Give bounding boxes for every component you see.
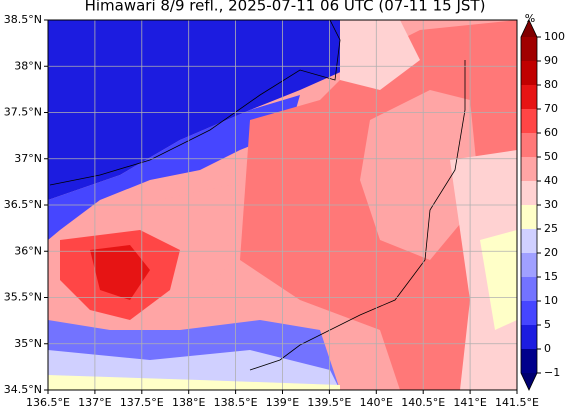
colorbar-segment <box>521 109 537 133</box>
colorbar-segment <box>521 61 537 85</box>
x-tick-label: 139°E <box>266 396 299 409</box>
colorbar-over <box>521 20 537 37</box>
colorbar-segment <box>521 277 537 301</box>
y-tick-label: 36.5°N <box>4 198 42 211</box>
y-tick-label: 38.5°N <box>4 13 42 26</box>
y-tick-label: 35.5°N <box>4 291 42 304</box>
colorbar-tick-label: 90 <box>544 54 558 67</box>
colorbar-segment <box>521 37 537 61</box>
x-tick-label: 139.5°E <box>307 396 351 409</box>
colorbar-tick-label: 50 <box>544 150 558 163</box>
colorbar-segment <box>521 133 537 157</box>
y-tick-label: 35°N <box>14 337 42 350</box>
x-tick-label: 140°E <box>360 396 393 409</box>
colorbar-segment <box>521 157 537 181</box>
x-tick-label: 141°E <box>453 396 486 409</box>
colorbar-tick-label: 70 <box>544 102 558 115</box>
grid <box>47 19 518 391</box>
colorbar-tick-label: 60 <box>544 126 558 139</box>
y-tick-label: 37.5°N <box>4 106 42 119</box>
colorbar-segment <box>521 301 537 325</box>
x-tick-label: 141.5°E <box>495 396 539 409</box>
colorbar-tick-label: 25 <box>544 222 558 235</box>
colorbar-segment <box>521 205 537 229</box>
colorbar-tick-label: 5 <box>544 318 551 331</box>
colorbar-label: % <box>525 12 535 25</box>
colorbar-tick-label: 0 <box>544 342 551 355</box>
colorbar-tick-label: 40 <box>544 174 558 187</box>
colorbar-tick-label: 80 <box>544 78 558 91</box>
y-tick-label: 34.5°N <box>4 383 42 396</box>
x-tick-label: 138°E <box>172 396 205 409</box>
colorbar-segment <box>521 253 537 277</box>
colorbar-tick-label: 15 <box>544 270 558 283</box>
colorbar-segment <box>521 229 537 253</box>
y-tick-label: 36°N <box>14 244 42 257</box>
x-tick-label: 137°E <box>78 396 111 409</box>
x-tick-label: 137.5°E <box>120 396 164 409</box>
y-tick-label: 37°N <box>14 152 42 165</box>
colorbar-segment <box>521 85 537 109</box>
x-tick-label: 140.5°E <box>401 396 445 409</box>
colorbar-segment <box>521 181 537 205</box>
colorbar-tick-label: 30 <box>544 198 558 211</box>
colorbar-segment <box>521 325 537 349</box>
y-tick-label: 38°N <box>14 59 42 72</box>
colorbar-tick-label: 10 <box>544 294 558 307</box>
x-tick-label: 136.5°E <box>26 396 70 409</box>
x-tick-label: 138.5°E <box>214 396 258 409</box>
colorbar-under <box>521 373 537 390</box>
colorbar-tick-label: 20 <box>544 246 558 259</box>
chart-title: Himawari 8/9 refl., 2025-07-11 06 UTC (0… <box>85 0 486 15</box>
colorbar-tick-label: −1 <box>544 366 560 379</box>
colorbar-tick-label: 100 <box>544 30 565 43</box>
colorbar-segment <box>521 349 537 373</box>
